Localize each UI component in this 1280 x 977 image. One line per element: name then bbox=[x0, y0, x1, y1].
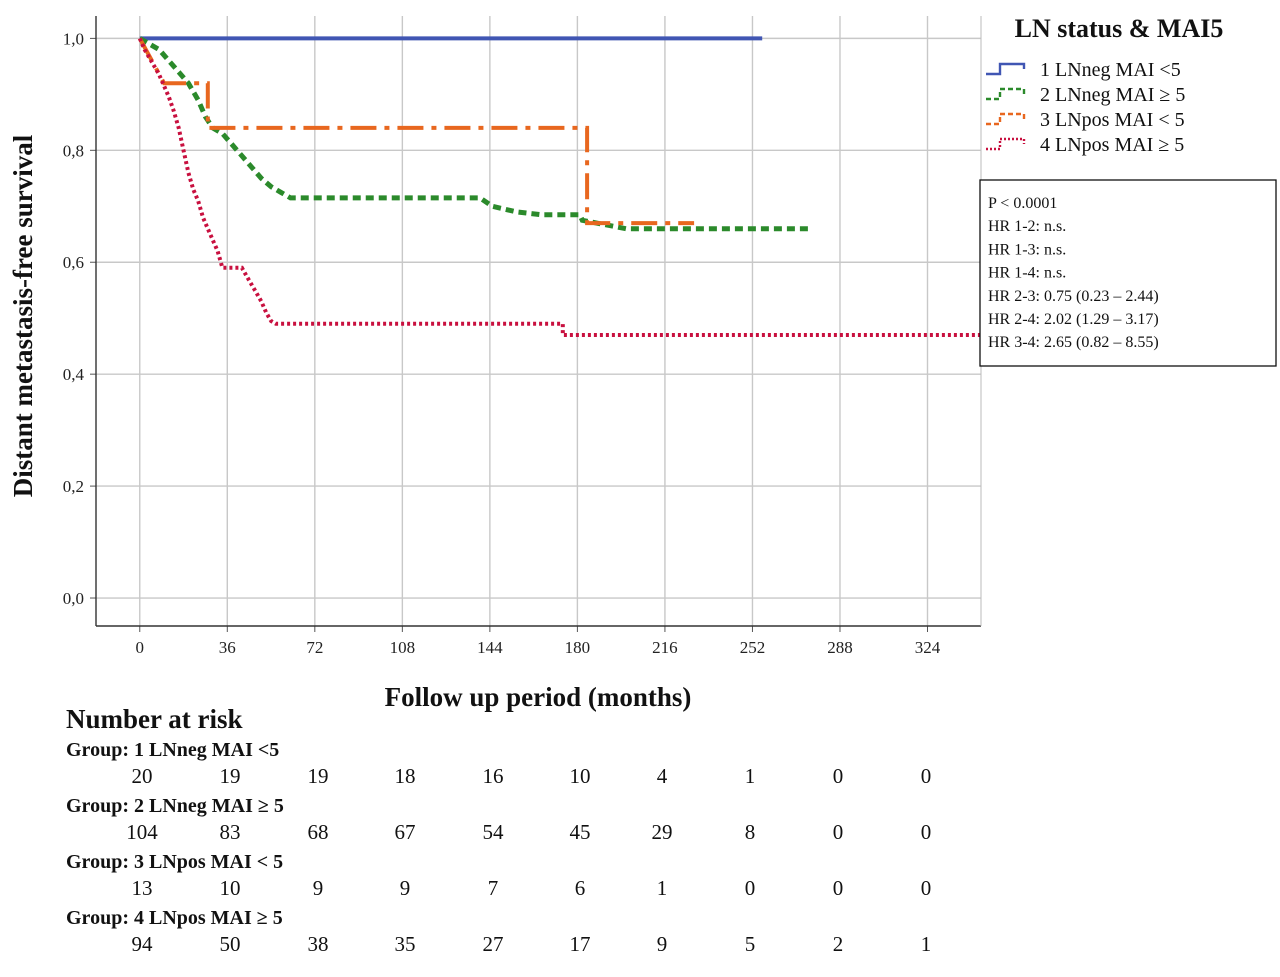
legend-entry-3: 3 LNpos MAI < 5 bbox=[1040, 109, 1185, 131]
x-tick-label: 216 bbox=[652, 638, 678, 657]
risk-value: 8 bbox=[745, 820, 756, 844]
risk-value: 7 bbox=[488, 876, 499, 900]
stats-line: P < 0.0001 bbox=[988, 195, 1057, 212]
axes: 0 36 72 108 144 180 216 252 288 324 0,0 0,2 0,4 0,6 0,… bbox=[63, 16, 982, 657]
stats-line: HR 1-2: n.s. bbox=[988, 218, 1066, 235]
risk-value: 50 bbox=[220, 932, 241, 956]
x-tick-label: 252 bbox=[740, 638, 766, 657]
x-tick-label: 180 bbox=[565, 638, 591, 657]
risk-value: 67 bbox=[395, 820, 416, 844]
stats-line: HR 3-4: 2.65 (0.82 – 8.55) bbox=[988, 334, 1159, 351]
risk-value: 9 bbox=[400, 876, 411, 900]
y-axis-label: Distant metastasis-free survival bbox=[8, 134, 38, 497]
legend-title: LN status & MAI5 bbox=[1015, 14, 1224, 43]
risk-value: 5 bbox=[745, 932, 756, 956]
number-at-risk-table: Number at risk Group: 1 LNneg MAI <520 19… bbox=[66, 704, 931, 956]
legend-entry-4: 4 LNpos MAI ≥ 5 bbox=[1040, 134, 1184, 156]
survival-curve-3 bbox=[138, 37, 695, 226]
x-tick-label: 0 bbox=[136, 638, 145, 657]
risk-group-label: Group: 3 LNpos MAI < 5 bbox=[66, 851, 283, 873]
risk-value: 6 bbox=[575, 876, 586, 900]
y-tick-label: 0,4 bbox=[63, 365, 85, 384]
risk-value: 0 bbox=[833, 820, 844, 844]
x-tick-label: 72 bbox=[306, 638, 323, 657]
survival-curve-2 bbox=[138, 36, 809, 232]
stats-box: P < 0.0001 HR 1-2: n.s. HR 1-3: n.s. HR 1-4… bbox=[979, 179, 1277, 367]
risk-table-title: Number at risk bbox=[66, 704, 243, 734]
risk-value: 104 bbox=[126, 820, 158, 844]
risk-value: 16 bbox=[483, 764, 504, 788]
legend-entry-1: 1 LNneg MAI <5 bbox=[1040, 59, 1181, 81]
risk-value: 38 bbox=[308, 932, 329, 956]
x-tick-label: 108 bbox=[390, 638, 416, 657]
y-tick-label: 0,8 bbox=[63, 141, 84, 160]
survival-curve-4 bbox=[137, 37, 981, 337]
stats-box-frame bbox=[979, 179, 1277, 367]
risk-value: 0 bbox=[833, 876, 844, 900]
risk-value: 19 bbox=[220, 764, 241, 788]
y-tick-label: 0,0 bbox=[63, 589, 84, 608]
risk-value: 9 bbox=[657, 932, 668, 956]
risk-value: 20 bbox=[132, 764, 153, 788]
x-axis-label: Follow up period (months) bbox=[385, 682, 692, 712]
risk-value: 19 bbox=[308, 764, 329, 788]
stats-line: HR 2-4: 2.02 (1.29 – 3.17) bbox=[988, 311, 1159, 328]
risk-value: 10 bbox=[220, 876, 241, 900]
legend-swatch-3 bbox=[986, 112, 1026, 126]
x-tick-label: 144 bbox=[477, 638, 503, 657]
x-tick-label: 324 bbox=[915, 638, 941, 657]
grid bbox=[96, 16, 981, 626]
legend: LN status & MAI5 1 LNneg MAI <5 2 LNneg M… bbox=[986, 14, 1223, 156]
risk-value: 94 bbox=[132, 932, 154, 956]
x-tick-label: 288 bbox=[827, 638, 853, 657]
risk-value: 4 bbox=[657, 764, 668, 788]
stats-line: HR 2-3: 0.75 (0.23 – 2.44) bbox=[988, 288, 1159, 305]
risk-value: 27 bbox=[483, 932, 504, 956]
risk-value: 0 bbox=[745, 876, 756, 900]
risk-value: 10 bbox=[570, 764, 591, 788]
y-tick-label: 0,2 bbox=[63, 477, 84, 496]
risk-value: 0 bbox=[921, 820, 932, 844]
risk-group-label: Group: 1 LNneg MAI <5 bbox=[66, 739, 279, 761]
risk-value: 13 bbox=[132, 876, 153, 900]
stats-line: HR 1-4: n.s. bbox=[988, 265, 1066, 282]
risk-value: 0 bbox=[921, 876, 932, 900]
y-tick-label: 0,6 bbox=[63, 253, 84, 272]
risk-value: 1 bbox=[921, 932, 932, 956]
x-tick-label: 36 bbox=[219, 638, 236, 657]
risk-value: 17 bbox=[570, 932, 591, 956]
risk-value: 0 bbox=[833, 764, 844, 788]
risk-value: 2 bbox=[833, 932, 844, 956]
risk-value: 83 bbox=[220, 820, 241, 844]
risk-value: 35 bbox=[395, 932, 416, 956]
legend-swatch-4 bbox=[986, 137, 1026, 151]
risk-value: 45 bbox=[570, 820, 591, 844]
risk-value: 1 bbox=[745, 764, 756, 788]
legend-swatch-2 bbox=[986, 87, 1026, 101]
risk-value: 1 bbox=[657, 876, 668, 900]
risk-group-label: Group: 4 LNpos MAI ≥ 5 bbox=[66, 907, 283, 929]
risk-group-label: Group: 2 LNneg MAI ≥ 5 bbox=[66, 795, 284, 817]
risk-value: 18 bbox=[395, 764, 416, 788]
risk-value: 54 bbox=[483, 820, 505, 844]
risk-value: 68 bbox=[308, 820, 329, 844]
risk-value: 9 bbox=[313, 876, 324, 900]
survival-curves bbox=[137, 36, 981, 337]
risk-value: 29 bbox=[652, 820, 673, 844]
y-tick-label: 1,0 bbox=[63, 29, 84, 48]
legend-swatch-1 bbox=[986, 62, 1026, 76]
stats-line: HR 1-3: n.s. bbox=[988, 241, 1066, 258]
legend-entry-2: 2 LNneg MAI ≥ 5 bbox=[1040, 84, 1185, 106]
risk-value: 0 bbox=[921, 764, 932, 788]
